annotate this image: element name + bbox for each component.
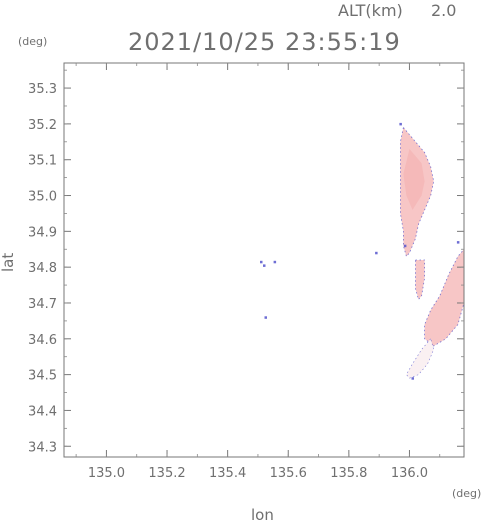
echo-layer bbox=[260, 122, 465, 380]
y-tick-label-34.6: 34.6 bbox=[28, 333, 57, 348]
x-unit-label: (deg) bbox=[452, 487, 481, 500]
echo-speckle-6 bbox=[403, 244, 407, 248]
y-tick-label-34.7: 34.7 bbox=[28, 297, 57, 312]
echo-speckle-0 bbox=[260, 260, 263, 264]
echo-speckle-7 bbox=[411, 377, 414, 380]
altitude-label: ALT(km) bbox=[338, 1, 403, 20]
y-tick-label-35.1: 35.1 bbox=[28, 154, 57, 169]
echo-speckle-2 bbox=[273, 260, 277, 264]
echo-speckle-4 bbox=[375, 251, 378, 255]
echo-main-core bbox=[403, 149, 425, 210]
echo-faint bbox=[406, 338, 435, 379]
y-unit-label: (deg) bbox=[18, 35, 47, 48]
echo-speckle-3 bbox=[264, 316, 267, 319]
echo-lower bbox=[424, 248, 465, 347]
x-tick-label-135.2: 135.2 bbox=[148, 466, 185, 481]
x-tick-label-135.8: 135.8 bbox=[330, 466, 367, 481]
y-axis-label: lat bbox=[0, 253, 17, 272]
echo-small bbox=[415, 259, 426, 301]
y-tick-label-34.9: 34.9 bbox=[28, 225, 57, 240]
y-tick-label-34.5: 34.5 bbox=[28, 369, 57, 384]
x-tick-label-135.0: 135.0 bbox=[88, 466, 125, 481]
y-tick-label-35.3: 35.3 bbox=[28, 82, 57, 97]
y-tick-label-35.2: 35.2 bbox=[28, 118, 57, 133]
y-tick-label-35.0: 35.0 bbox=[28, 190, 57, 205]
y-tick-label-34.3: 34.3 bbox=[28, 440, 57, 455]
echo-speckle-8 bbox=[456, 241, 460, 244]
y-tick-label-34.8: 34.8 bbox=[28, 261, 57, 276]
x-tick-label-135.4: 135.4 bbox=[209, 466, 246, 481]
x-tick-label-135.6: 135.6 bbox=[270, 466, 307, 481]
x-tick-label-136.0: 136.0 bbox=[391, 466, 428, 481]
altitude-value: 2.0 bbox=[431, 1, 456, 20]
echo-speckle-1 bbox=[263, 264, 266, 267]
echo-speckle-5 bbox=[399, 122, 402, 126]
timestamp-title: 2021/10/25 23:55:19 bbox=[128, 28, 401, 56]
axis-ticks: 135.0 135.2 135.4 135.6 135.8 136.0 34.3 34.4 34… bbox=[28, 63, 464, 481]
y-tick-label-34.4: 34.4 bbox=[28, 404, 57, 419]
plot-frame bbox=[63, 62, 465, 458]
x-axis-label: lon bbox=[251, 506, 274, 521]
